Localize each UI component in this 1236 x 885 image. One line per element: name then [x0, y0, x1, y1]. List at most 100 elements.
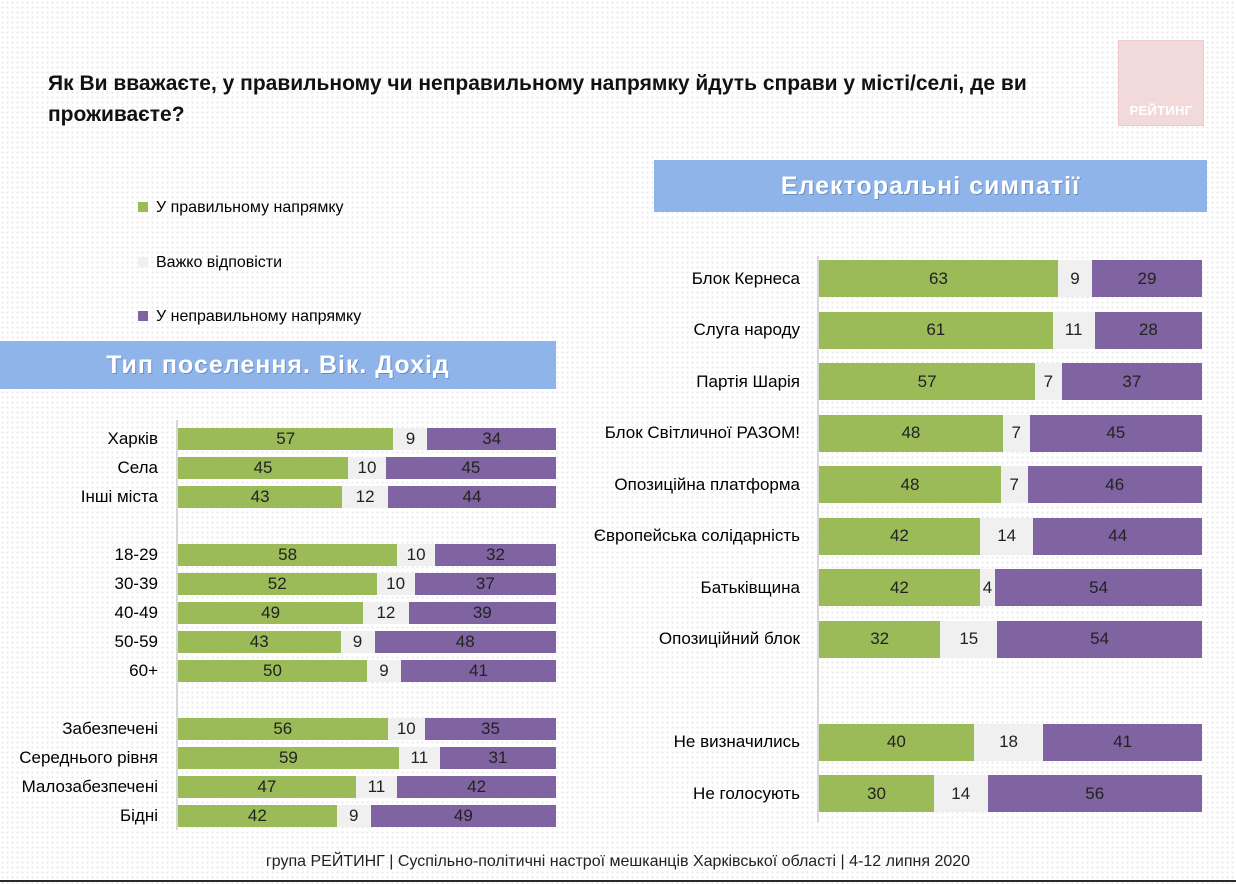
legend-label-right: У правильному напрямку [156, 199, 344, 216]
stacked-bar-не-голосують: 30 14 56 [819, 775, 1202, 812]
bar-segment-wrong: 56 [987, 775, 1202, 812]
data-label: 45 [1106, 423, 1126, 442]
page-title: Як Ви вважаєте, у правильному чи неправи… [48, 72, 1027, 126]
data-label: 57 [276, 429, 296, 448]
stacked-bar-опозиційна-платформа: 48 7 46 [819, 466, 1202, 503]
bar-segment-wrong: 37 [414, 573, 556, 595]
stacked-bar-60: 50 9 41 [178, 660, 556, 682]
data-label: 44 [462, 487, 482, 506]
legend-label-wrong: У неправильному напрямку [156, 308, 362, 325]
bar-segment-hard: 10 [376, 573, 415, 595]
bar-segment-hard: 10 [387, 718, 425, 740]
bar-segment-hard: 7 [1001, 466, 1028, 503]
data-label: 42 [247, 806, 267, 825]
data-label: 15 [959, 629, 979, 648]
bar-segment-wrong: 54 [997, 620, 1202, 658]
legend-item-right: У правильному напрямку [138, 198, 344, 218]
data-label: 48 [455, 632, 475, 651]
data-label: 54 [1090, 629, 1110, 648]
category-label: Блок Світличної РАЗОМ! [604, 423, 800, 442]
bar-segment-wrong: 42 [397, 776, 556, 798]
data-label: 14 [951, 783, 971, 803]
bar-segment-right: 56 [178, 718, 388, 740]
stacked-bar-40-49: 49 12 39 [178, 602, 556, 624]
bar-segment-wrong: 44 [1033, 517, 1202, 555]
data-label: 11 [1064, 320, 1083, 339]
bar-segment-right: 48 [819, 414, 1003, 452]
bar-segment-wrong: 31 [439, 747, 556, 769]
bar-segment-wrong: 41 [1043, 723, 1202, 761]
bar-segment-hard: 15 [940, 620, 998, 658]
bar-segment-wrong: 48 [374, 631, 556, 653]
data-label: 35 [481, 719, 500, 738]
data-label: 9 [405, 429, 416, 448]
category-label: Забезпечені [62, 719, 158, 738]
legend-item-wrong: У неправильному напрямку [138, 307, 361, 327]
bar-segment-right: 43 [178, 631, 341, 653]
data-label: 7 [1011, 423, 1021, 442]
bar-segment-hard: 9 [1057, 260, 1093, 297]
bar-segment-right: 59 [178, 747, 399, 769]
bar-segment-right: 30 [819, 775, 934, 812]
bar-segment-right: 50 [178, 660, 367, 682]
bar-segment-wrong: 28 [1094, 311, 1202, 349]
category-label: Партія Шарія [696, 371, 800, 391]
category-label: 18-29 [114, 545, 158, 564]
bar-segment-wrong: 34 [427, 428, 556, 450]
category-label: Харків [107, 429, 159, 448]
category-label: Села [117, 458, 158, 477]
bar-segment-right: 52 [178, 573, 377, 595]
data-label: 45 [253, 458, 273, 477]
bar-segment-wrong: 41 [401, 660, 556, 682]
rating-logo: РЕЙТИНГ [1118, 40, 1204, 126]
category-label: Середнього рівня [19, 748, 158, 767]
stacked-bar-50-59: 43 9 48 [178, 631, 556, 653]
bar-segment-hard: 11 [1052, 311, 1095, 349]
bar-segment-wrong: 49 [370, 805, 556, 827]
data-label: 41 [1113, 732, 1133, 751]
data-label: 48 [900, 474, 920, 494]
data-label: 46 [1105, 474, 1125, 494]
bar-segment-wrong: 32 [435, 544, 556, 566]
category-label: Малозабезпечені [21, 777, 158, 796]
data-label: 56 [1085, 783, 1105, 803]
bar-segment-hard: 9 [367, 660, 402, 682]
category-label: Опозиційна платформа [614, 474, 800, 494]
category-label: 40-49 [114, 603, 158, 622]
data-label: 63 [928, 268, 948, 288]
bar-segment-hard: 10 [397, 544, 436, 566]
data-label: 10 [386, 574, 406, 593]
bar-segment-hard: 9 [340, 631, 375, 653]
stacked-bar-партія-шарія: 57 7 37 [819, 363, 1202, 400]
data-label: 7 [1043, 371, 1054, 391]
data-label: 9 [379, 661, 389, 680]
bar-segment-hard: 11 [398, 747, 440, 769]
data-label: 61 [926, 320, 946, 339]
data-label: 50 [263, 661, 282, 680]
data-label: 18 [999, 732, 1018, 751]
banner-settlement-age-income: Тип поселення. Вік. Дохід [0, 341, 556, 389]
bar-segment-right: 32 [819, 620, 941, 658]
data-label: 39 [472, 603, 492, 622]
data-label: 49 [453, 806, 473, 825]
legend-swatch-hard [138, 256, 148, 267]
stacked-bar-слуга-народу: 61 11 28 [819, 311, 1202, 349]
legend-item-hard: Важко відповісти [138, 253, 282, 273]
bar-segment-right: 57 [819, 363, 1036, 400]
stacked-bar-європейська-солідарність: 42 14 44 [819, 517, 1202, 555]
bar-segment-hard: 18 [973, 723, 1044, 761]
data-label: 49 [261, 603, 281, 622]
bar-segment-hard: 7 [1002, 414, 1030, 452]
data-label: 7 [1009, 474, 1020, 494]
bar-segment-right: 63 [819, 260, 1058, 297]
data-label: 14 [997, 526, 1017, 545]
bar-segment-hard: 7 [1035, 363, 1062, 400]
category-label: 60+ [129, 661, 158, 680]
bar-segment-wrong: 39 [408, 602, 556, 624]
data-label: 56 [273, 719, 293, 738]
data-label: 28 [1138, 320, 1158, 339]
data-label: 43 [250, 487, 270, 506]
category-label: Інші міста [80, 487, 158, 506]
bar-segment-hard: 11 [355, 776, 398, 798]
data-label: 40 [886, 732, 906, 751]
